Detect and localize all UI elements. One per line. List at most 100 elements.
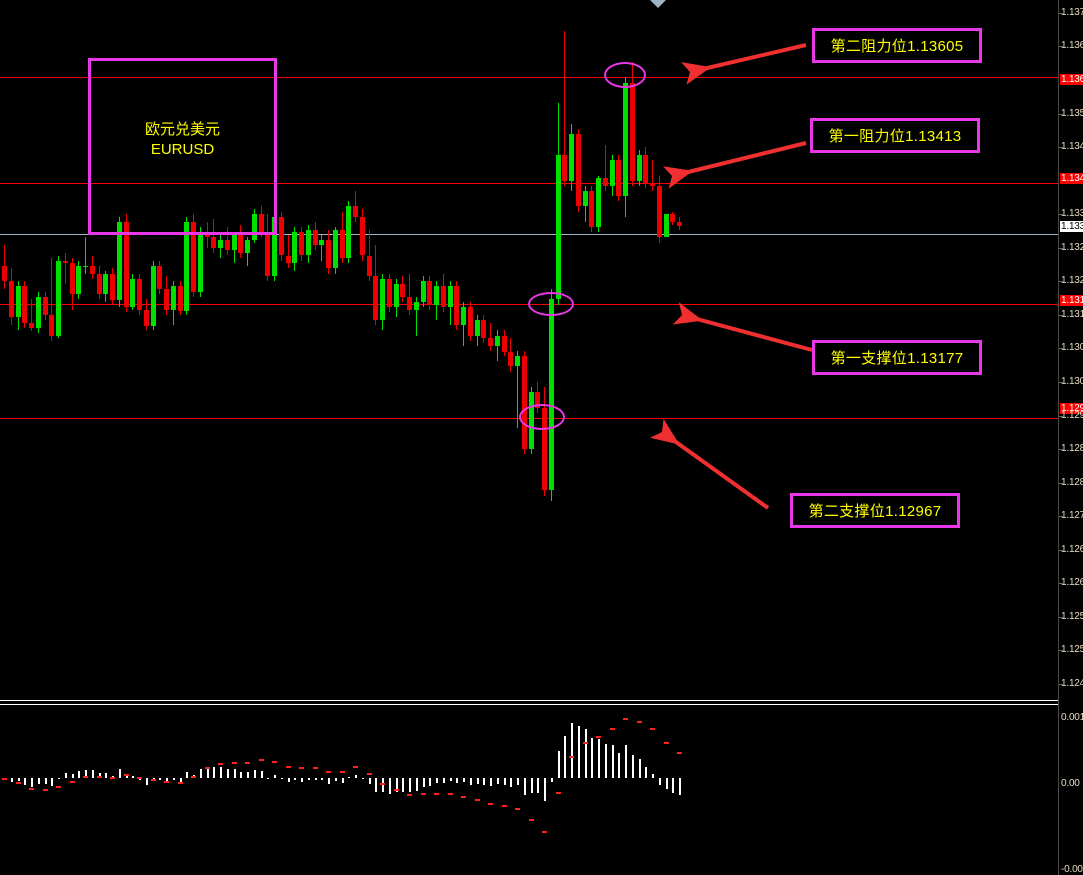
resistance-line-1 (0, 183, 1058, 184)
macd-histogram-bar (422, 778, 425, 787)
macd-histogram-bar (665, 778, 668, 790)
macd-signal-dash (96, 775, 102, 778)
macd-histogram-bar (334, 778, 337, 781)
candle-body (96, 273, 102, 295)
macd-histogram-bar (179, 778, 182, 783)
macd-histogram-bar (638, 759, 641, 778)
candle-body (231, 234, 237, 251)
macd-histogram-bar (118, 768, 121, 778)
arrow-resistance-1 (663, 141, 807, 189)
candle-body (305, 229, 311, 256)
candle-body (650, 183, 655, 186)
highlight-ellipse-support-2 (519, 404, 565, 430)
macd-histogram-bar (571, 723, 573, 778)
price-axis-tick (1059, 381, 1063, 383)
macd-histogram-bar (611, 745, 614, 778)
candle-body (29, 322, 34, 328)
price-axis-label[interactable]: 1.13177 (1060, 294, 1083, 306)
price-axis-label[interactable]: 1.13413 (1060, 173, 1083, 185)
candle-body (272, 216, 277, 277)
macd-signal-dash (137, 777, 142, 780)
macd-histogram-bar (429, 778, 432, 787)
candle-body (164, 289, 169, 310)
symbol-box (88, 58, 277, 235)
macd-histogram-bar (604, 743, 607, 778)
candle-body (575, 134, 581, 207)
candle-body (197, 232, 203, 292)
macd-histogram-bar (199, 769, 202, 778)
price-axis-tick (1059, 415, 1063, 417)
candle-body (582, 190, 588, 207)
candle-body (656, 185, 662, 238)
candle-body (609, 160, 615, 186)
candle-body (447, 286, 453, 308)
macd-histogram-bar (166, 778, 168, 782)
macd-histogram-bar (91, 770, 94, 778)
price-axis-label: 1.13215 (1061, 275, 1083, 287)
candle-body (184, 221, 190, 311)
candle-body (339, 229, 345, 259)
candle-body (170, 286, 176, 310)
price-axis-label: 1.13475 (1061, 141, 1083, 153)
note-support-1[interactable]: 第一支撑位1.13177 (812, 340, 982, 375)
macd-histogram-bar (186, 772, 189, 778)
macd-histogram-bar (631, 754, 634, 778)
candle-body (373, 276, 379, 321)
macd-histogram-bar (496, 778, 499, 785)
macd-histogram-bar (341, 778, 344, 783)
price-axis-tick (1059, 46, 1063, 48)
macd-signal-dash (488, 802, 493, 805)
macd-histogram-bar (402, 778, 405, 792)
price-axis-tick (1059, 314, 1063, 316)
macd-histogram-bar (78, 771, 81, 778)
candle-body (278, 216, 284, 256)
macd-histogram-bar (51, 778, 54, 787)
macd-signal-dash (245, 761, 250, 764)
macd-signal-dash (326, 770, 331, 773)
candle-body (8, 281, 14, 318)
candle-body (89, 265, 95, 274)
candle-wick (368, 229, 370, 282)
macd-signal-dash (515, 807, 520, 810)
macd-histogram-bar (58, 778, 60, 779)
candle-body (508, 352, 514, 367)
price-chart-pane[interactable]: 欧元兑美元 EURUSD 第二阻力位1.13605 第一阻力位1.13413 第… (0, 0, 1058, 702)
price-axis-label[interactable]: 1.13321 (1060, 220, 1083, 232)
note-resistance-1[interactable]: 第一阻力位1.13413 (810, 118, 980, 153)
price-axis-label[interactable]: 1.13605 (1060, 74, 1083, 85)
macd-signal-dash (339, 771, 345, 774)
candle-body (474, 320, 480, 336)
candle-body (542, 407, 547, 491)
note-support-2[interactable]: 第二支撑位1.12967 (790, 493, 960, 528)
macd-histogram-bar (213, 767, 216, 778)
macd-histogram-bar (618, 752, 621, 778)
macd-indicator-pane[interactable] (0, 706, 1058, 875)
price-axis-tick (1059, 214, 1063, 216)
macd-histogram-bar (415, 778, 418, 791)
note-resistance-2[interactable]: 第二阻力位1.13605 (812, 28, 982, 63)
price-axis-tick (1059, 482, 1063, 484)
price-axis-label: 1.13735 (1061, 6, 1083, 18)
macd-histogram-bar (31, 778, 33, 787)
macd-signal-dash (555, 792, 561, 795)
macd-histogram-bar (456, 778, 459, 784)
price-axis-label[interactable]: 1.12967 (1060, 403, 1083, 415)
resistance-line-2 (0, 77, 1058, 78)
macd-histogram-bar (442, 778, 445, 784)
candle-body (116, 221, 122, 301)
candle-body (326, 240, 331, 269)
candle-body (137, 278, 142, 310)
price-axis-label: 1.12630 (1061, 577, 1083, 589)
price-axis[interactable]: 1.13735 1.13670 1.13605 1.13540 1.13475 1.134… (1058, 0, 1083, 875)
macd-histogram-bar (348, 777, 351, 779)
macd-signal-dash (15, 781, 21, 784)
current-price-line (0, 234, 1058, 235)
macd-signal-dash (177, 782, 183, 785)
candle-body (663, 214, 669, 238)
candle-body (407, 296, 412, 310)
macd-histogram-bar (537, 778, 540, 793)
price-axis-label: 1.13020 (1061, 375, 1083, 387)
candle-body (400, 283, 406, 297)
macd-histogram-bar (240, 771, 243, 778)
